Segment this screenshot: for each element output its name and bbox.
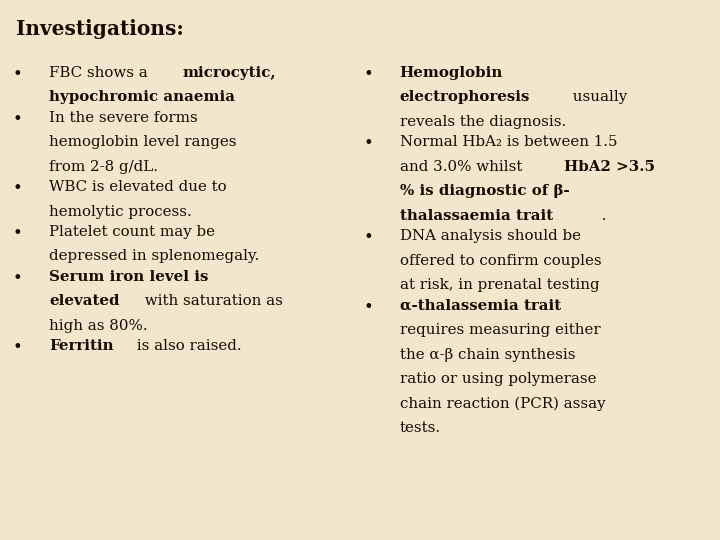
Text: •: • — [364, 229, 374, 246]
Text: •: • — [13, 180, 23, 197]
Text: % is diagnostic of β-: % is diagnostic of β- — [400, 184, 570, 198]
Text: hemoglobin level ranges: hemoglobin level ranges — [49, 135, 236, 149]
Text: •: • — [13, 269, 23, 287]
Text: •: • — [13, 339, 23, 356]
Text: high as 80%.: high as 80%. — [49, 319, 148, 333]
Text: the α-β chain synthesis: the α-β chain synthesis — [400, 348, 575, 362]
Text: Hemoglobin: Hemoglobin — [400, 66, 503, 80]
Text: Ferritin: Ferritin — [49, 339, 114, 353]
Text: WBC is elevated due to: WBC is elevated due to — [49, 180, 227, 194]
Text: depressed in splenomegaly.: depressed in splenomegaly. — [49, 249, 259, 264]
Text: hemolytic process.: hemolytic process. — [49, 205, 192, 219]
Text: thalassaemia trait: thalassaemia trait — [400, 209, 553, 223]
Text: FBC shows a: FBC shows a — [49, 66, 153, 80]
Text: •: • — [364, 135, 374, 152]
Text: from 2-8 g/dL.: from 2-8 g/dL. — [49, 160, 158, 174]
Text: Investigations:: Investigations: — [16, 19, 184, 39]
Text: microcytic,: microcytic, — [182, 66, 276, 80]
Text: hypochromic anaemia: hypochromic anaemia — [49, 90, 235, 104]
Text: electrophoresis: electrophoresis — [400, 90, 530, 104]
Text: tests.: tests. — [400, 421, 441, 435]
Text: DNA analysis should be: DNA analysis should be — [400, 229, 580, 243]
Text: In the severe forms: In the severe forms — [49, 111, 198, 125]
Text: requires measuring either: requires measuring either — [400, 323, 600, 337]
Text: ratio or using polymerase: ratio or using polymerase — [400, 372, 596, 386]
Text: chain reaction (PCR) assay: chain reaction (PCR) assay — [400, 397, 606, 411]
Text: reveals the diagnosis.: reveals the diagnosis. — [400, 115, 566, 129]
Text: •: • — [13, 111, 23, 127]
Text: •: • — [13, 66, 23, 83]
Text: .: . — [597, 209, 607, 223]
Text: Normal HbA₂ is between 1.5: Normal HbA₂ is between 1.5 — [400, 135, 617, 149]
Text: Serum iron level is: Serum iron level is — [49, 269, 208, 284]
Text: •: • — [364, 299, 374, 315]
Text: α-thalassemia trait: α-thalassemia trait — [400, 299, 561, 313]
Text: elevated: elevated — [49, 294, 120, 308]
Text: Platelet count may be: Platelet count may be — [49, 225, 215, 239]
Text: •: • — [364, 66, 374, 83]
Text: HbA2 >3.5: HbA2 >3.5 — [564, 160, 654, 174]
Text: is also raised.: is also raised. — [132, 339, 242, 353]
Text: with saturation as: with saturation as — [140, 294, 283, 308]
Text: offered to confirm couples: offered to confirm couples — [400, 254, 601, 268]
Text: •: • — [13, 225, 23, 242]
Text: and 3.0% whilst: and 3.0% whilst — [400, 160, 527, 174]
Text: at risk, in prenatal testing: at risk, in prenatal testing — [400, 278, 599, 292]
Text: usually: usually — [568, 90, 627, 104]
